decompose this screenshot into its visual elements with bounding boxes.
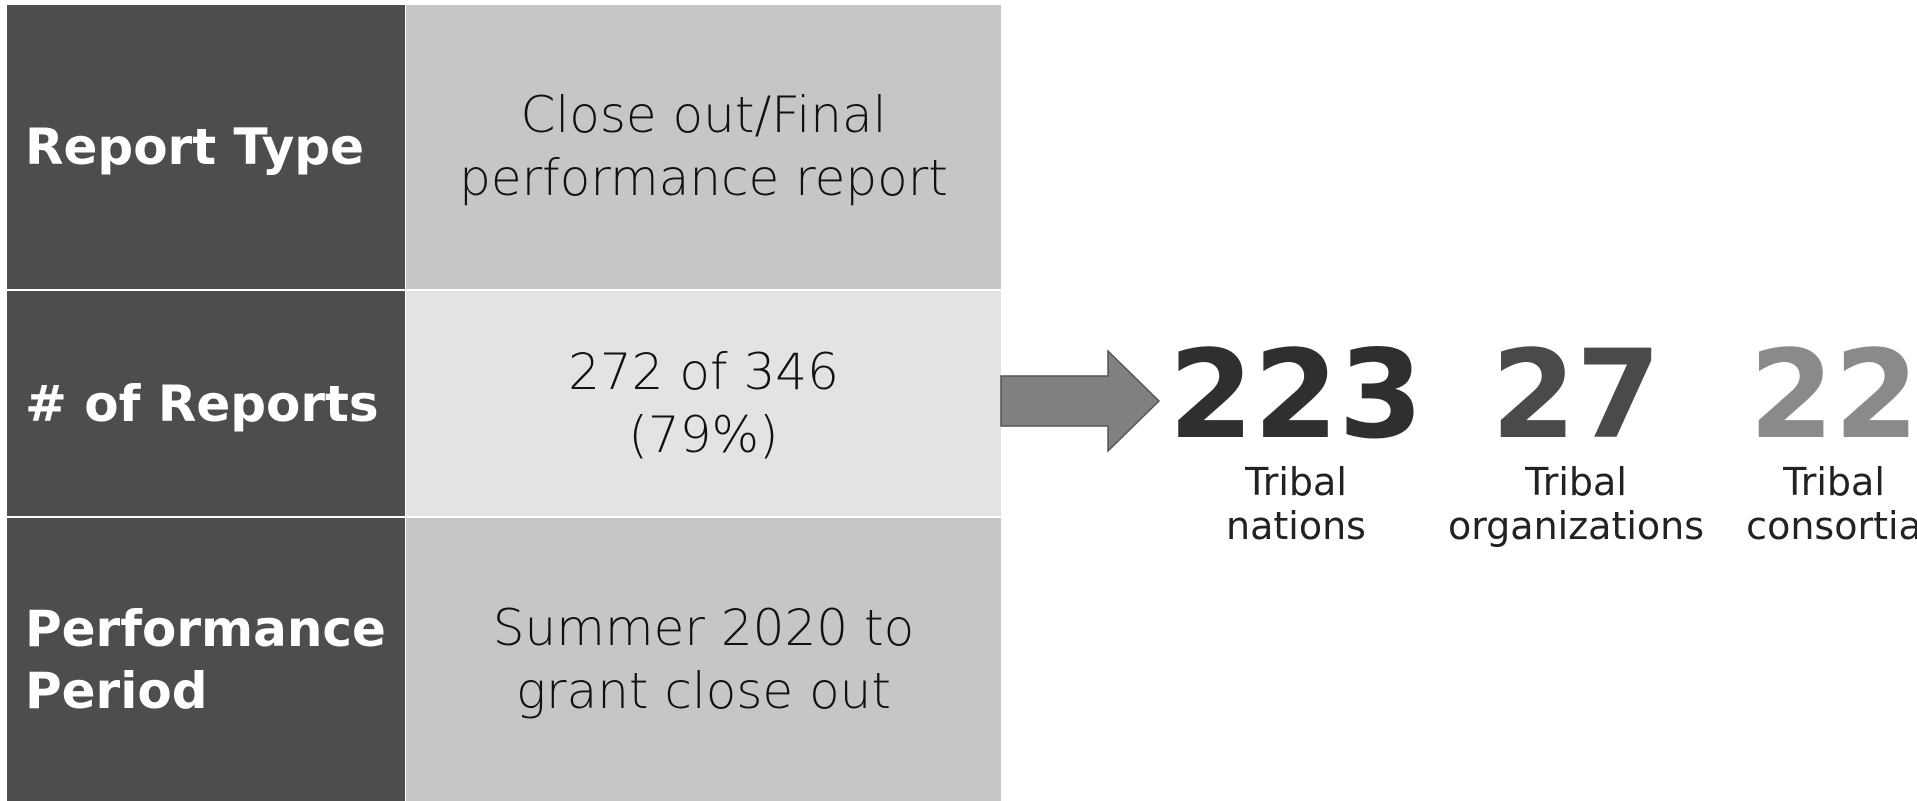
text: # of Reports <box>25 374 379 433</box>
text: 272 of 346 <box>568 342 839 401</box>
arrow <box>1000 349 1161 453</box>
text: Tribal <box>1245 460 1347 504</box>
row-value: Close out/Final performance report <box>406 5 1001 289</box>
text: Performance <box>25 599 386 658</box>
text: (79%) <box>628 405 779 464</box>
text: nations <box>1226 504 1366 548</box>
text: Report Type <box>25 118 364 176</box>
text: Tribal <box>1525 460 1627 504</box>
stat: 27 Tribal organizations <box>1426 330 1726 548</box>
row-label: Report Type <box>7 5 405 289</box>
stat: 223 Tribal nations <box>1146 330 1446 548</box>
text: performance report <box>459 149 948 207</box>
stat-number: 22 <box>1749 324 1917 466</box>
text: Period <box>25 661 208 720</box>
row-label: Performance Period <box>7 518 405 801</box>
stat-number: 223 <box>1168 324 1424 466</box>
stat: 22 Tribal consortia <box>1684 330 1917 548</box>
row-value: Summer 2020 to grant close out <box>406 518 1001 801</box>
text: organizations <box>1447 504 1705 548</box>
text: Summer 2020 to <box>492 598 915 657</box>
row-value: 272 of 346 (79%) <box>406 291 1001 516</box>
text: consortia <box>1746 504 1917 548</box>
stat-number: 27 <box>1491 324 1661 466</box>
row-label: # of Reports <box>7 291 405 516</box>
text: Tribal <box>1783 460 1885 504</box>
text: grant close out <box>516 661 891 720</box>
text: Close out/Final <box>520 86 887 144</box>
